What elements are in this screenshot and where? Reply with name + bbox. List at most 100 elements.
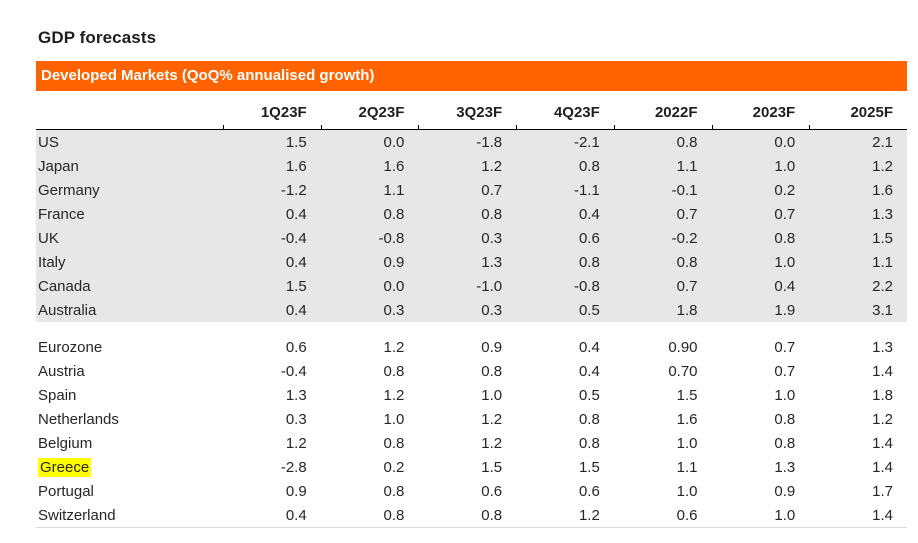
cell-3q23f: 0.7 bbox=[418, 178, 517, 202]
table-row-canada: Canada 1.5 0.0 -1.0 -0.8 0.7 0.4 2.2 bbox=[36, 274, 907, 298]
cell-3q23f: 0.6 bbox=[481, 482, 503, 500]
cell-2022f: 0.70 bbox=[668, 362, 698, 380]
forecast-table: 1Q23F 2Q23F 3Q23F 4Q23F 2022F 2023F 2025F US 1.… bbox=[36, 91, 907, 528]
row-label: Italy bbox=[36, 250, 223, 274]
cell-3q23f: 0.8 bbox=[418, 202, 517, 226]
cell-2025f: 1.3 bbox=[809, 202, 907, 226]
header-4q23f: 4Q23F bbox=[516, 91, 614, 130]
cell-2023f: 0.7 bbox=[711, 202, 810, 226]
cell-2q23f: 0.8 bbox=[383, 434, 405, 452]
cell-2025f: 2.2 bbox=[809, 274, 907, 298]
cell-2023f: 0.7 bbox=[774, 362, 796, 380]
table-row-us: US 1.5 0.0 -1.8 -2.1 0.8 0.0 2.1 bbox=[36, 129, 907, 154]
cell-2022f: 1.1 bbox=[676, 458, 698, 476]
row-label: Germany bbox=[36, 178, 223, 202]
cell-3q23f: -1.0 bbox=[418, 274, 517, 298]
header-1q23f: 1Q23F bbox=[223, 91, 321, 130]
cell-2022f: 1.0 bbox=[676, 482, 698, 500]
row-label: Austria bbox=[38, 362, 85, 380]
cell-4q23f: 0.5 bbox=[516, 298, 614, 322]
table-row-spain: Spain 1.3 1.2 1.0 0.5 1.5 1.0 1.8 bbox=[36, 383, 907, 407]
table-row-japan: Japan 1.6 1.6 1.2 0.8 1.1 1.0 1.2 bbox=[36, 154, 907, 178]
cell-2023f: 0.0 bbox=[711, 129, 810, 154]
cell-4q23f: -2.1 bbox=[516, 129, 614, 154]
cell-2q23f: 0.0 bbox=[320, 274, 419, 298]
table-row-italy: Italy 0.4 0.9 1.3 0.8 0.8 1.0 1.1 bbox=[36, 250, 907, 274]
row-label: Greece bbox=[36, 455, 223, 479]
cell-2025f: 1.4 bbox=[872, 458, 893, 476]
cell-2023f: 1.0 bbox=[711, 250, 810, 274]
cell-2023f: 1.0 bbox=[774, 506, 796, 524]
cell-1q23f: 1.3 bbox=[285, 386, 307, 404]
cell-2q23f: 0.8 bbox=[383, 362, 405, 380]
table-header: 1Q23F 2Q23F 3Q23F 4Q23F 2022F 2023F 2025F bbox=[36, 91, 907, 130]
cell-2025f: 1.4 bbox=[872, 434, 893, 452]
cell-1q23f: 1.6 bbox=[223, 154, 321, 178]
cell-3q23f: 0.8 bbox=[481, 506, 503, 524]
row-label: Spain bbox=[38, 386, 77, 404]
cell-1q23f: -0.4 bbox=[223, 226, 321, 250]
table-banner-label: Developed Markets (QoQ% annualised growt… bbox=[41, 67, 375, 84]
cell-2022f: 1.8 bbox=[613, 298, 712, 322]
cell-1q23f: -0.4 bbox=[280, 362, 307, 380]
cell-4q23f: 0.4 bbox=[516, 202, 614, 226]
cell-3q23f: 0.3 bbox=[418, 226, 517, 250]
table-row-netherlands: Netherlands 0.3 1.0 1.2 0.8 1.6 0.8 1.2 bbox=[36, 407, 907, 431]
column-tick bbox=[418, 125, 420, 129]
cell-1q23f: 0.4 bbox=[223, 298, 321, 322]
group-spacer bbox=[36, 322, 907, 335]
table-row-germany: Germany -1.2 1.1 0.7 -1.1 -0.1 0.2 1.6 bbox=[36, 178, 907, 202]
cell-2q23f: 0.8 bbox=[383, 506, 405, 524]
cell-2025f: 1.2 bbox=[809, 154, 907, 178]
row-label: Japan bbox=[36, 154, 223, 178]
cell-2022f: 0.90 bbox=[668, 338, 698, 356]
row-label: Australia bbox=[36, 298, 223, 322]
cell-2022f: 1.0 bbox=[676, 434, 698, 452]
column-tick bbox=[809, 125, 811, 129]
table-row-greece: Greece -2.8 0.2 1.5 1.5 1.1 1.3 1.4 bbox=[36, 455, 907, 479]
cell-2q23f: 1.0 bbox=[383, 410, 405, 428]
group-spacer-cell bbox=[36, 322, 907, 335]
cell-2q23f: 1.2 bbox=[383, 338, 405, 356]
cell-2025f: 1.8 bbox=[872, 386, 893, 404]
table-banner: Developed Markets (QoQ% annualised growt… bbox=[36, 61, 907, 91]
row-label: Eurozone bbox=[38, 338, 103, 356]
cell-2022f: 1.6 bbox=[676, 410, 698, 428]
column-tick bbox=[516, 125, 518, 129]
cell-4q23f: -1.1 bbox=[516, 178, 614, 202]
cell-2022f: 0.8 bbox=[613, 250, 712, 274]
cell-1q23f: 0.3 bbox=[285, 410, 307, 428]
row-label: US bbox=[36, 129, 223, 154]
cell-2q23f: 0.8 bbox=[320, 202, 419, 226]
cell-2025f: 3.1 bbox=[809, 298, 907, 322]
cell-1q23f: -2.8 bbox=[280, 458, 307, 476]
header-2025f: 2025F bbox=[809, 91, 907, 130]
cell-1q23f: 0.4 bbox=[285, 506, 307, 524]
header-country bbox=[36, 91, 223, 130]
cell-3q23f: 1.2 bbox=[481, 434, 503, 452]
cell-2q23f: 0.3 bbox=[320, 298, 419, 322]
cell-2q23f: 0.8 bbox=[383, 482, 405, 500]
cell-2023f: 0.8 bbox=[711, 226, 810, 250]
header-2023f: 2023F bbox=[711, 91, 810, 130]
cell-2025f: 1.7 bbox=[872, 482, 893, 500]
cell-2q23f: 0.2 bbox=[383, 458, 405, 476]
cell-2025f: 1.4 bbox=[872, 506, 893, 524]
cell-3q23f: 1.2 bbox=[481, 410, 503, 428]
cell-2023f: 0.2 bbox=[711, 178, 810, 202]
cell-2023f: 1.3 bbox=[774, 458, 796, 476]
cell-2025f: 1.5 bbox=[809, 226, 907, 250]
cell-2025f: 1.6 bbox=[809, 178, 907, 202]
table-row-switzerland: Switzerland 0.4 0.8 0.8 1.2 0.6 1.0 1.4 bbox=[36, 503, 907, 528]
cell-4q23f: 0.8 bbox=[516, 154, 614, 178]
header-2q23f: 2Q23F bbox=[320, 91, 419, 130]
page-title: GDP forecasts bbox=[38, 28, 157, 47]
column-tick bbox=[320, 125, 322, 129]
cell-2023f: 1.0 bbox=[711, 154, 810, 178]
cell-4q23f: 0.6 bbox=[578, 482, 600, 500]
cell-2023f: 0.4 bbox=[711, 274, 810, 298]
cell-4q23f: -0.8 bbox=[516, 274, 614, 298]
cell-4q23f: 0.8 bbox=[516, 250, 614, 274]
cell-2023f: 0.7 bbox=[774, 338, 796, 356]
cell-2025f: 2.1 bbox=[809, 129, 907, 154]
